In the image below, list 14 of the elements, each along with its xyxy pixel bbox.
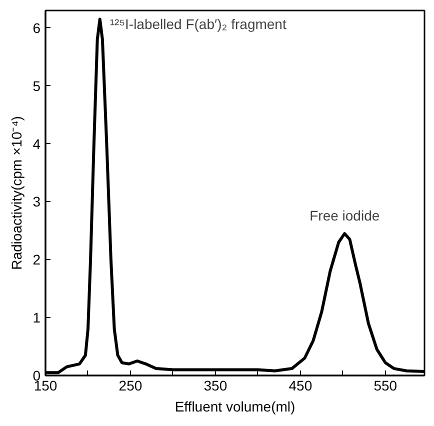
annotation: Free iodide	[310, 208, 380, 224]
x-axis-title: Effluent volume(ml)	[174, 398, 296, 414]
x-tick-label: 550	[374, 378, 398, 394]
y-tick-label: 5	[32, 78, 41, 94]
y-tick-label: 1	[32, 310, 41, 326]
x-tick-label: 350	[204, 378, 228, 394]
y-tick-label: 2	[32, 252, 41, 268]
y-tick-label: 6	[32, 20, 41, 36]
annotation: ¹²⁵I-labelled F(ab′)₂ fragment	[110, 16, 286, 32]
y-axis-title: Radioactivity(cpm ×10⁻⁴)	[8, 116, 25, 270]
y-tick-label: 3	[32, 194, 41, 210]
x-tick-label: 250	[118, 378, 142, 394]
y-tick-label: 4	[32, 136, 41, 152]
x-tick-label: 450	[288, 378, 312, 394]
